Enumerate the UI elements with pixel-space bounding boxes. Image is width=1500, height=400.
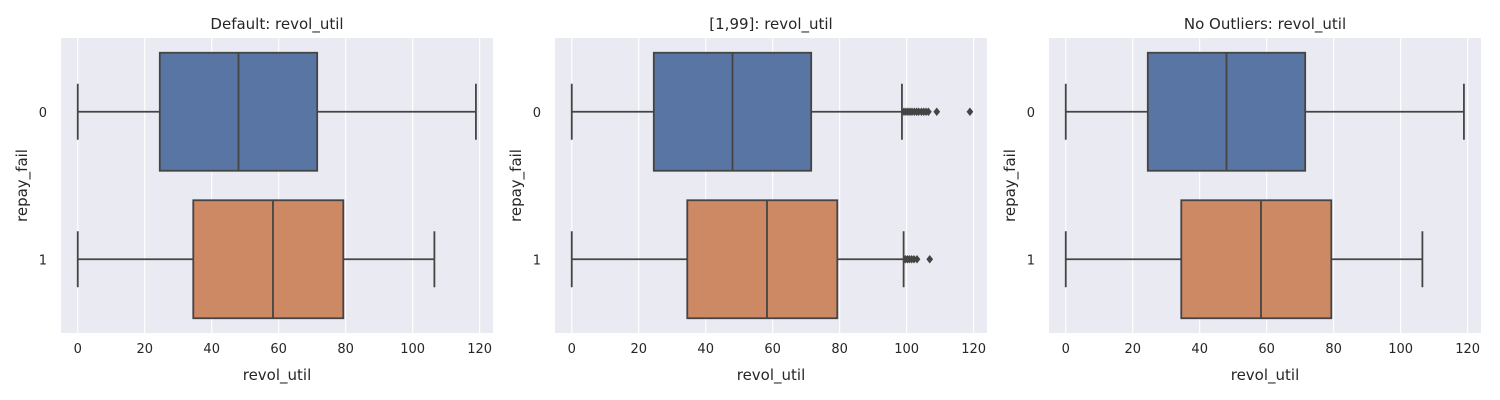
x-tick-label: 100	[400, 342, 425, 357]
boxes	[76, 51, 477, 320]
x-tick-labels: 0 20 40 60 80 100 120	[1062, 342, 1480, 357]
x-tick-label: 120	[961, 342, 986, 357]
x-tick-label: 100	[1388, 342, 1413, 357]
x-axis-label: revol_util	[1231, 366, 1300, 385]
y-tick-labels: 01	[1027, 106, 1035, 269]
chart-title: No Outliers: revol_util	[1184, 15, 1346, 34]
x-axis-label: revol_util	[243, 366, 312, 385]
panel-1-99: 0 20 40 60 80 100 120 01 [1,99]: revol_util re…	[507, 15, 987, 385]
x-tick-label: 40	[697, 342, 714, 357]
y-axis-label: repay_fail	[13, 149, 32, 222]
y-tick-label: 0	[1027, 106, 1035, 121]
x-tick-label: 80	[1325, 342, 1342, 357]
y-tick-label: 0	[533, 106, 541, 121]
x-tick-label: 20	[136, 342, 153, 357]
outlier-point	[933, 107, 941, 116]
box-1	[686, 199, 839, 320]
chart-title: Default: revol_util	[210, 15, 343, 34]
x-tick-label: 20	[630, 342, 647, 357]
x-tick-label: 120	[1455, 342, 1480, 357]
x-tick-label: 20	[1124, 342, 1141, 357]
x-tick-labels: 0 20 40 60 80 100 120	[568, 342, 986, 357]
y-axis-label: repay_fail	[507, 149, 526, 222]
panel-default: 0 20 40 60 80 100 120 01 Default: revol_util r…	[13, 15, 493, 385]
x-axis-label: revol_util	[737, 366, 806, 385]
y-tick-labels: 01	[39, 106, 47, 269]
boxes	[1064, 51, 1465, 320]
x-tick-label: 0	[1062, 342, 1070, 357]
y-axis-label: repay_fail	[1001, 149, 1020, 222]
x-tick-labels: 0 20 40 60 80 100 120	[74, 342, 492, 357]
x-tick-label: 80	[337, 342, 354, 357]
y-tick-label: 1	[39, 253, 47, 268]
x-tick-label: 40	[1191, 342, 1208, 357]
x-tick-label: 100	[894, 342, 919, 357]
boxes	[570, 51, 974, 320]
outlier-point	[966, 107, 974, 116]
box-1	[192, 199, 345, 320]
y-tick-labels: 01	[533, 106, 541, 269]
outlier-point	[926, 255, 934, 264]
x-tick-label: 0	[74, 342, 82, 357]
x-tick-label: 60	[1258, 342, 1275, 357]
y-tick-label: 1	[1027, 253, 1035, 268]
y-tick-label: 0	[39, 106, 47, 121]
x-tick-label: 60	[270, 342, 287, 357]
x-tick-label: 80	[831, 342, 848, 357]
chart-title: [1,99]: revol_util	[709, 15, 832, 34]
x-tick-label: 120	[467, 342, 492, 357]
box-1	[1180, 199, 1333, 320]
x-tick-label: 60	[764, 342, 781, 357]
x-tick-label: 40	[203, 342, 220, 357]
outlier-point	[925, 107, 932, 116]
y-tick-label: 1	[533, 253, 541, 268]
panel-no-outliers: 0 20 40 60 80 100 120 01 No Outliers: revol_ut…	[1001, 15, 1481, 385]
x-tick-label: 0	[568, 342, 576, 357]
outlier-point	[913, 255, 921, 264]
